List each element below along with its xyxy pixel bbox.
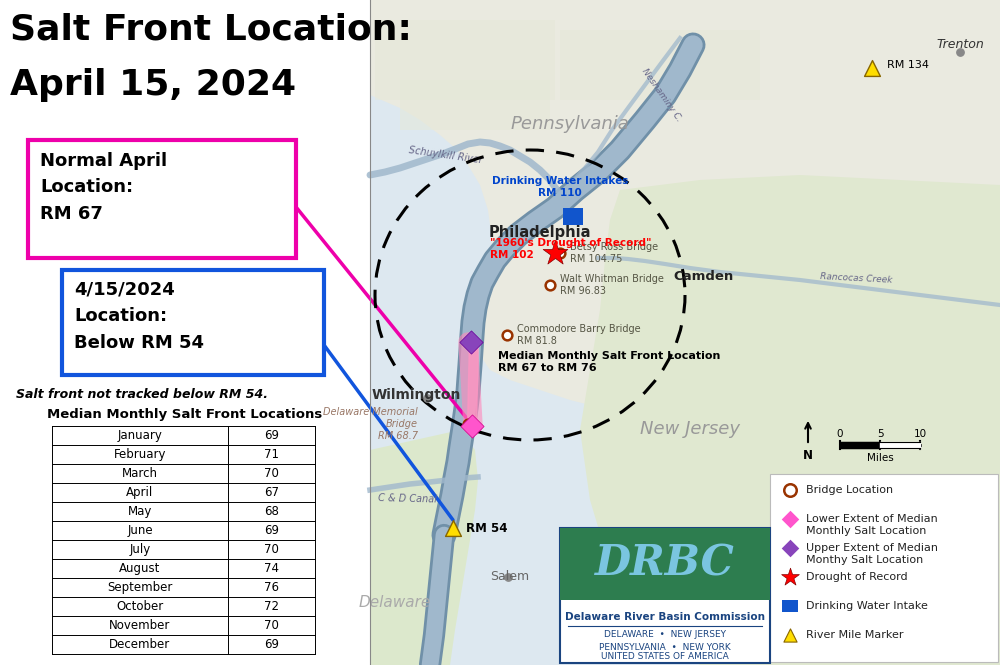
Bar: [563, 208, 583, 225]
Point: [419, 392, 435, 403]
Point: [463, 336, 479, 347]
Text: Salt Front Location:: Salt Front Location:: [10, 12, 412, 46]
Text: Delaware River Basin Commission: Delaware River Basin Commission: [565, 612, 765, 622]
Text: August: August: [119, 562, 161, 575]
Bar: [400, 80, 550, 130]
Text: 71: 71: [264, 448, 279, 461]
Text: 72: 72: [264, 600, 279, 613]
Text: 69: 69: [264, 638, 279, 651]
Text: Upper Extent of Median
Monthy Salt Location: Upper Extent of Median Monthy Salt Locat…: [806, 543, 938, 565]
Bar: [62, 270, 324, 375]
Text: April: April: [126, 486, 154, 499]
Text: Pennsylvania: Pennsylvania: [511, 115, 629, 133]
Text: Walt Whitman Bridge
RM 96.83: Walt Whitman Bridge RM 96.83: [560, 274, 664, 296]
Text: Rancocas Creek: Rancocas Creek: [820, 271, 893, 285]
Text: 69: 69: [264, 524, 279, 537]
Bar: [375, 20, 555, 100]
Text: Camden: Camden: [673, 270, 733, 283]
Text: 74: 74: [264, 562, 279, 575]
Point: [445, 523, 461, 533]
Text: Median Monthly Salt Front Locations: Median Monthly Salt Front Locations: [47, 408, 323, 421]
Bar: [28, 140, 296, 258]
Polygon shape: [580, 175, 1000, 665]
Text: April 15, 2024: April 15, 2024: [10, 68, 296, 102]
Text: Commodore Barry Bridge
RM 81.8: Commodore Barry Bridge RM 81.8: [517, 325, 641, 346]
Text: Drought of Record: Drought of Record: [806, 572, 908, 582]
Text: 70: 70: [264, 543, 279, 556]
Text: Salem: Salem: [490, 570, 530, 583]
Text: Lower Extent of Median
Monthly Salt Location: Lower Extent of Median Monthly Salt Loca…: [806, 514, 938, 535]
Bar: [370, 0, 1000, 665]
Bar: [0, 0, 370, 665]
Text: UNITED STATES OF AMERICA: UNITED STATES OF AMERICA: [601, 652, 729, 661]
Text: C & D Canal: C & D Canal: [378, 493, 437, 505]
Text: 5: 5: [877, 429, 883, 439]
Point: [500, 572, 516, 583]
Text: "1960's Drought of Record"
RM 102: "1960's Drought of Record" RM 102: [490, 238, 652, 259]
Text: January: January: [118, 429, 162, 442]
Bar: [560, 528, 770, 600]
Text: Delaware: Delaware: [359, 595, 431, 610]
Polygon shape: [370, 0, 1000, 450]
Text: Delaware Memorial
Bridge
RM 68.7: Delaware Memorial Bridge RM 68.7: [323, 408, 418, 441]
Text: RM 134: RM 134: [887, 60, 929, 70]
Text: Trenton: Trenton: [936, 38, 984, 51]
Text: 69: 69: [264, 429, 279, 442]
Text: 70: 70: [264, 467, 279, 480]
Point: [782, 543, 798, 553]
Text: February: February: [114, 448, 166, 461]
Point: [782, 513, 798, 524]
Text: 76: 76: [264, 581, 279, 594]
Text: Neshaminy C.: Neshaminy C.: [640, 66, 683, 123]
Text: Philadelphia: Philadelphia: [489, 225, 591, 240]
Text: Schuylkill River: Schuylkill River: [408, 145, 483, 165]
Text: 70: 70: [264, 619, 279, 632]
Text: Miles: Miles: [867, 453, 893, 463]
Bar: [770, 474, 998, 662]
Text: 4/15/2024
Location:
Below RM 54: 4/15/2024 Location: Below RM 54: [74, 281, 204, 352]
Text: Drinking Water Intake: Drinking Water Intake: [806, 601, 928, 611]
Text: 68: 68: [264, 505, 279, 518]
Text: DRBC: DRBC: [595, 543, 735, 585]
Text: Wilmington: Wilmington: [371, 388, 461, 402]
Text: September: September: [107, 581, 173, 594]
Text: December: December: [109, 638, 171, 651]
Text: Salt front not tracked below RM 54.: Salt front not tracked below RM 54.: [16, 388, 268, 401]
Text: DELAWARE  •  NEW JERSEY: DELAWARE • NEW JERSEY: [604, 630, 726, 639]
Text: River Mile Marker: River Mile Marker: [806, 630, 904, 640]
Text: RM 54: RM 54: [466, 521, 508, 535]
Text: March: March: [122, 467, 158, 480]
Point: [464, 421, 480, 432]
Text: PENNSYLVANIA  •  NEW YORK: PENNSYLVANIA • NEW YORK: [599, 643, 731, 652]
Point: [782, 630, 798, 640]
Bar: [782, 600, 798, 612]
Text: 0: 0: [837, 429, 843, 439]
Text: Drinking Water Intakes
RM 110: Drinking Water Intakes RM 110: [492, 176, 628, 198]
Point: [864, 63, 880, 73]
Text: 10: 10: [913, 429, 927, 439]
Point: [547, 247, 563, 258]
Bar: [560, 30, 760, 100]
Text: November: November: [109, 619, 171, 632]
Text: Betsy Ross Bridge
RM 104.75: Betsy Ross Bridge RM 104.75: [570, 242, 658, 264]
Text: June: June: [127, 524, 153, 537]
Text: New Jersey: New Jersey: [640, 420, 740, 438]
Text: N: N: [803, 449, 813, 462]
Text: 67: 67: [264, 486, 279, 499]
Text: October: October: [116, 600, 164, 613]
Point: [782, 572, 798, 583]
Bar: [560, 528, 770, 663]
Text: Median Monthly Salt Front Location
RM 67 to RM 76: Median Monthly Salt Front Location RM 67…: [498, 351, 720, 373]
Text: Bridge Location: Bridge Location: [806, 485, 893, 495]
Text: July: July: [129, 543, 151, 556]
Text: Normal April
Location:
RM 67: Normal April Location: RM 67: [40, 152, 167, 223]
Point: [952, 47, 968, 57]
Text: May: May: [128, 505, 152, 518]
Polygon shape: [370, 430, 478, 665]
